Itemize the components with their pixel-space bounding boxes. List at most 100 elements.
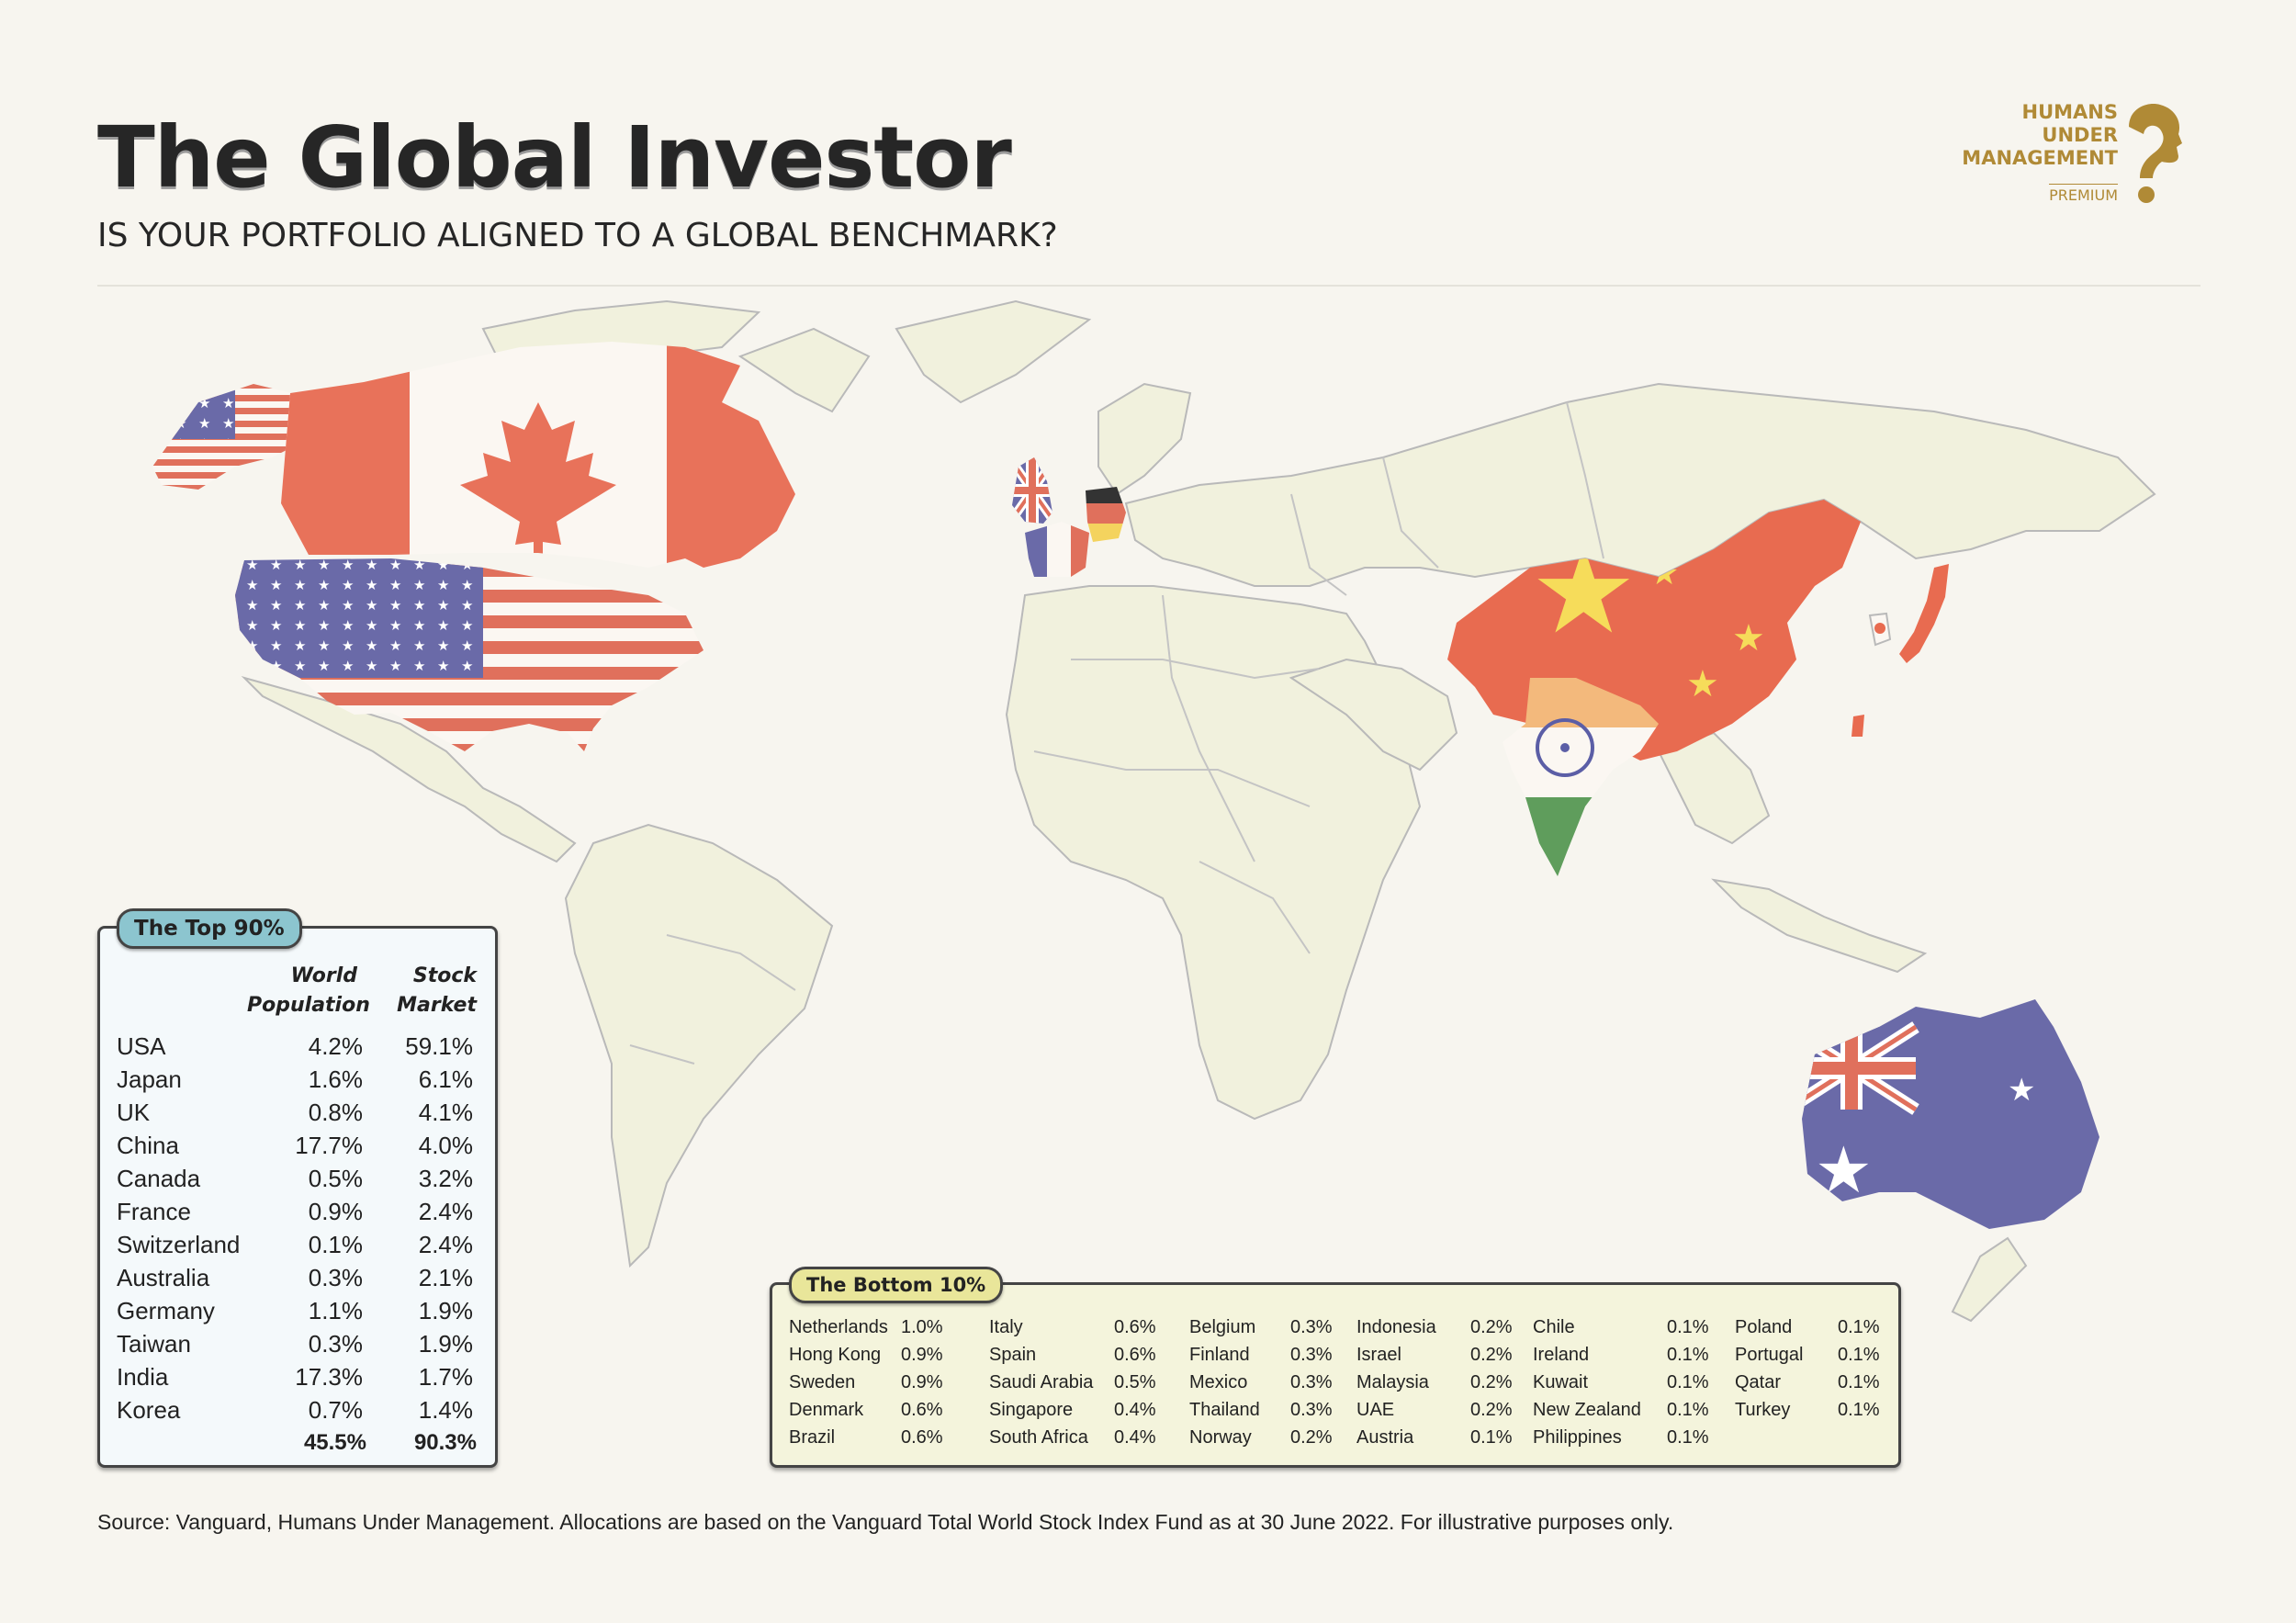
- total-population: 45.5%: [303, 1430, 366, 1455]
- table-row: Japan 1.6% 6.1%: [117, 1063, 477, 1096]
- bottom-country-name: Hong Kong: [789, 1345, 882, 1365]
- usa-flag: [235, 558, 703, 751]
- market-value: 1.9%: [418, 1297, 473, 1324]
- bottom-country-value: 0.1%: [1667, 1372, 1709, 1392]
- bottom-country-name: Poland: [1735, 1317, 1793, 1337]
- bottom-country-value: 0.6%: [901, 1400, 943, 1420]
- col-header-population: World Population: [247, 964, 370, 1017]
- head-question-icon: [2129, 104, 2182, 203]
- table-row: Canada 0.5% 3.2%: [117, 1162, 477, 1195]
- bottom-country-value: 0.1%: [1667, 1317, 1709, 1337]
- uk-flag: [1012, 457, 1052, 524]
- bottom-country-value: 0.5%: [1114, 1372, 1156, 1392]
- bottom-country-value: 0.6%: [1114, 1345, 1156, 1365]
- logo-line-3: MANAGEMENT: [1962, 147, 2118, 169]
- bottom-country-value: 0.3%: [1290, 1345, 1333, 1365]
- market-value: 3.2%: [418, 1165, 473, 1192]
- table-row: Taiwan 0.3% 1.9%: [117, 1327, 477, 1360]
- bottom-country-name: Qatar: [1735, 1372, 1782, 1392]
- bottom-country-value: 0.9%: [901, 1372, 943, 1392]
- table-row: Korea 0.7% 1.4%: [117, 1393, 477, 1426]
- logo-tier: PREMIUM: [2049, 184, 2118, 204]
- bottom-country-name: Sweden: [789, 1372, 856, 1392]
- bottom-country-name: Turkey: [1735, 1400, 1791, 1420]
- bottom-country-name: Chile: [1533, 1317, 1575, 1337]
- population-value: 0.9%: [308, 1198, 363, 1225]
- top-90-tag: The Top 90%: [117, 908, 302, 949]
- korea-emblem: [1874, 623, 1885, 634]
- bottom-country-value: 0.3%: [1290, 1317, 1333, 1337]
- bottom-country-name: Portugal: [1735, 1345, 1804, 1365]
- country-name: France: [117, 1198, 191, 1225]
- country-name: Canada: [117, 1165, 201, 1192]
- bottom-country-value: 0.2%: [1470, 1345, 1513, 1365]
- taiwan-flag: [1851, 715, 1864, 737]
- top-90-panel: The Top 90% World Population Stock Marke…: [97, 908, 498, 1468]
- bottom-country-name: Israel: [1356, 1345, 1401, 1365]
- svg-text:★: ★: [1732, 617, 1765, 659]
- bottom-country-name: South Africa: [989, 1427, 1088, 1448]
- table-row: France 0.9% 2.4%: [117, 1195, 477, 1228]
- country-name: USA: [117, 1032, 166, 1060]
- map-borders: [629, 401, 1604, 1065]
- bottom-country-value: 0.1%: [1470, 1427, 1513, 1448]
- population-value: 4.2%: [308, 1032, 363, 1060]
- bottom-country-value: 0.9%: [901, 1345, 943, 1365]
- bottom-country-value: 0.4%: [1114, 1400, 1156, 1420]
- market-value: 1.4%: [418, 1396, 473, 1424]
- logo-line-2: UNDER: [2042, 124, 2118, 146]
- bottom-country-value: 0.1%: [1838, 1400, 1880, 1420]
- bottom-country-name: Finland: [1189, 1345, 1250, 1365]
- bottom-country-name: UAE: [1356, 1400, 1395, 1420]
- bottom-country-value: 1.0%: [901, 1317, 943, 1337]
- bottom-country-name: Malaysia: [1356, 1372, 1429, 1392]
- bottom-country-value: 0.4%: [1114, 1427, 1156, 1448]
- bottom-country-value: 0.2%: [1290, 1427, 1333, 1448]
- country-name: Switzerland: [117, 1231, 241, 1258]
- country-name: China: [117, 1132, 179, 1159]
- country-name: Korea: [117, 1396, 181, 1424]
- bottom-country-name: Indonesia: [1356, 1317, 1436, 1337]
- bottom-country-name: Austria: [1356, 1427, 1414, 1448]
- bottom-country-value: 0.3%: [1290, 1372, 1333, 1392]
- population-value: 0.3%: [308, 1264, 363, 1291]
- table-row: China 17.7% 4.0%: [117, 1129, 477, 1162]
- table-row: USA 4.2% 59.1%: [117, 1030, 477, 1063]
- table-row: Australia 0.3% 2.1%: [117, 1261, 477, 1294]
- bottom-country-value: 0.1%: [1838, 1317, 1880, 1337]
- country-name: Australia: [117, 1264, 210, 1291]
- bottom-country-value: 0.1%: [1838, 1372, 1880, 1392]
- bottom-country-name: Kuwait: [1533, 1372, 1589, 1392]
- bottom-country-value: 0.1%: [1667, 1345, 1709, 1365]
- market-value: 6.1%: [418, 1065, 473, 1093]
- market-value: 2.4%: [418, 1198, 473, 1225]
- population-value: 17.3%: [295, 1363, 363, 1391]
- brand-logo: HUMANS UNDER MANAGEMENT PREMIUM: [1910, 101, 2186, 211]
- bottom-country-value: 0.6%: [901, 1427, 943, 1448]
- bottom-country-name: Philippines: [1533, 1427, 1622, 1448]
- table-row: Switzerland 0.1% 2.4%: [117, 1228, 477, 1261]
- population-value: 0.8%: [308, 1099, 363, 1126]
- bottom-country-name: Thailand: [1189, 1400, 1260, 1420]
- bottom-country-value: 0.1%: [1667, 1400, 1709, 1420]
- bottom-country-name: Saudi Arabia: [989, 1372, 1094, 1392]
- table-row: Germany 1.1% 1.9%: [117, 1294, 477, 1327]
- col-header-market: Stock Market: [397, 964, 477, 1017]
- bottom-country-value: 0.2%: [1470, 1400, 1513, 1420]
- market-value: 2.1%: [418, 1264, 473, 1291]
- france-flag: [1025, 522, 1089, 577]
- bottom-10-panel: The Bottom 10% Netherlands 1.0% Hong Kong 0…: [770, 1267, 1901, 1468]
- bottom-country-value: 0.1%: [1667, 1427, 1709, 1448]
- population-value: 0.3%: [308, 1330, 363, 1358]
- bottom-country-name: Italy: [989, 1317, 1023, 1337]
- bottom-country-name: Ireland: [1533, 1345, 1590, 1365]
- bottom-country-name: Singapore: [989, 1400, 1074, 1420]
- logo-wordmark: HUMANS UNDER MANAGEMENT: [1962, 101, 2118, 170]
- market-value: 4.0%: [418, 1132, 473, 1159]
- bottom-10-tag: The Bottom 10%: [789, 1267, 1004, 1303]
- country-name: Taiwan: [117, 1330, 191, 1358]
- population-value: 0.7%: [308, 1396, 363, 1424]
- country-name: UK: [117, 1099, 151, 1126]
- population-value: 0.5%: [308, 1165, 363, 1192]
- market-value: 2.4%: [418, 1231, 473, 1258]
